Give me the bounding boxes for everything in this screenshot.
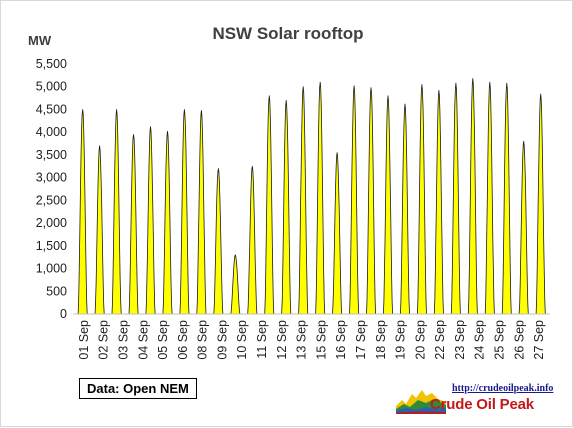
- logo-url[interactable]: http://crudeoilpeak.info: [452, 383, 554, 394]
- x-tick-label: 05 Sep: [156, 320, 170, 360]
- y-tick-label: 1,000: [36, 262, 67, 276]
- x-tick-label: 15 Sep: [314, 320, 328, 360]
- y-axis: 0 500 1,000 1,500 2,000 2,500 3,000 3,500 4,000 4…: [36, 57, 67, 321]
- y-tick-label: 5,500: [36, 57, 67, 71]
- crude-oil-peak-logo[interactable]: http://crudeoilpeak.info Crude Oil Peak: [396, 382, 566, 416]
- x-tick-label: 17 Sep: [354, 320, 368, 360]
- x-tick-label: 01 Sep: [77, 320, 91, 360]
- x-tick-label: 19 Sep: [394, 320, 408, 360]
- y-tick-label: 4,000: [36, 125, 67, 139]
- x-tick-label: 26 Sep: [512, 320, 526, 360]
- x-tick-label: 22 Sep: [433, 320, 447, 360]
- x-tick-label: 06 Sep: [176, 320, 190, 360]
- y-tick-label: 2,000: [36, 216, 67, 230]
- plot-area: [73, 78, 550, 315]
- x-tick-label: 18 Sep: [374, 320, 388, 360]
- x-tick-label: 20 Sep: [413, 320, 427, 360]
- x-tick-label: 04 Sep: [136, 320, 150, 360]
- x-tick-label: 10 Sep: [235, 320, 249, 360]
- crude-oil-peak-logo-icon: [396, 390, 446, 414]
- x-tick-label: 09 Sep: [215, 320, 229, 360]
- y-tick-label: 5,000: [36, 80, 67, 94]
- x-tick-label: 27 Sep: [532, 320, 546, 360]
- solar-output-series: [73, 78, 550, 315]
- y-tick-label: 3,000: [36, 171, 67, 185]
- y-tick-label: 0: [60, 307, 67, 321]
- y-tick-label: 1,500: [36, 239, 67, 253]
- y-tick-label: 500: [46, 284, 67, 298]
- chart-title: NSW Solar rooftop: [212, 24, 363, 43]
- x-tick-label: 24 Sep: [473, 320, 487, 360]
- x-tick-label: 13 Sep: [295, 320, 309, 360]
- x-tick-label: 12 Sep: [275, 320, 289, 360]
- x-tick-label: 16 Sep: [334, 320, 348, 360]
- y-tick-label: 2,500: [36, 193, 67, 207]
- x-tick-label: 02 Sep: [97, 320, 111, 360]
- data-source-note: Data: Open NEM: [79, 378, 197, 399]
- y-tick-label: 4,500: [36, 102, 67, 116]
- x-tick-label: 11 Sep: [255, 320, 269, 359]
- x-tick-label: 25 Sep: [493, 320, 507, 360]
- y-tick-label: 3,500: [36, 148, 67, 162]
- x-tick-label: 23 Sep: [453, 320, 467, 360]
- y-axis-unit: MW: [28, 33, 52, 48]
- x-axis: 01 Sep 02 Sep 03 Sep 04 Sep 05 Sep 06 Sep 08 S…: [74, 313, 549, 360]
- logo-name: Crude Oil Peak: [430, 396, 534, 413]
- x-tick-label: 03 Sep: [117, 320, 131, 360]
- x-tick-label: 08 Sep: [196, 320, 210, 360]
